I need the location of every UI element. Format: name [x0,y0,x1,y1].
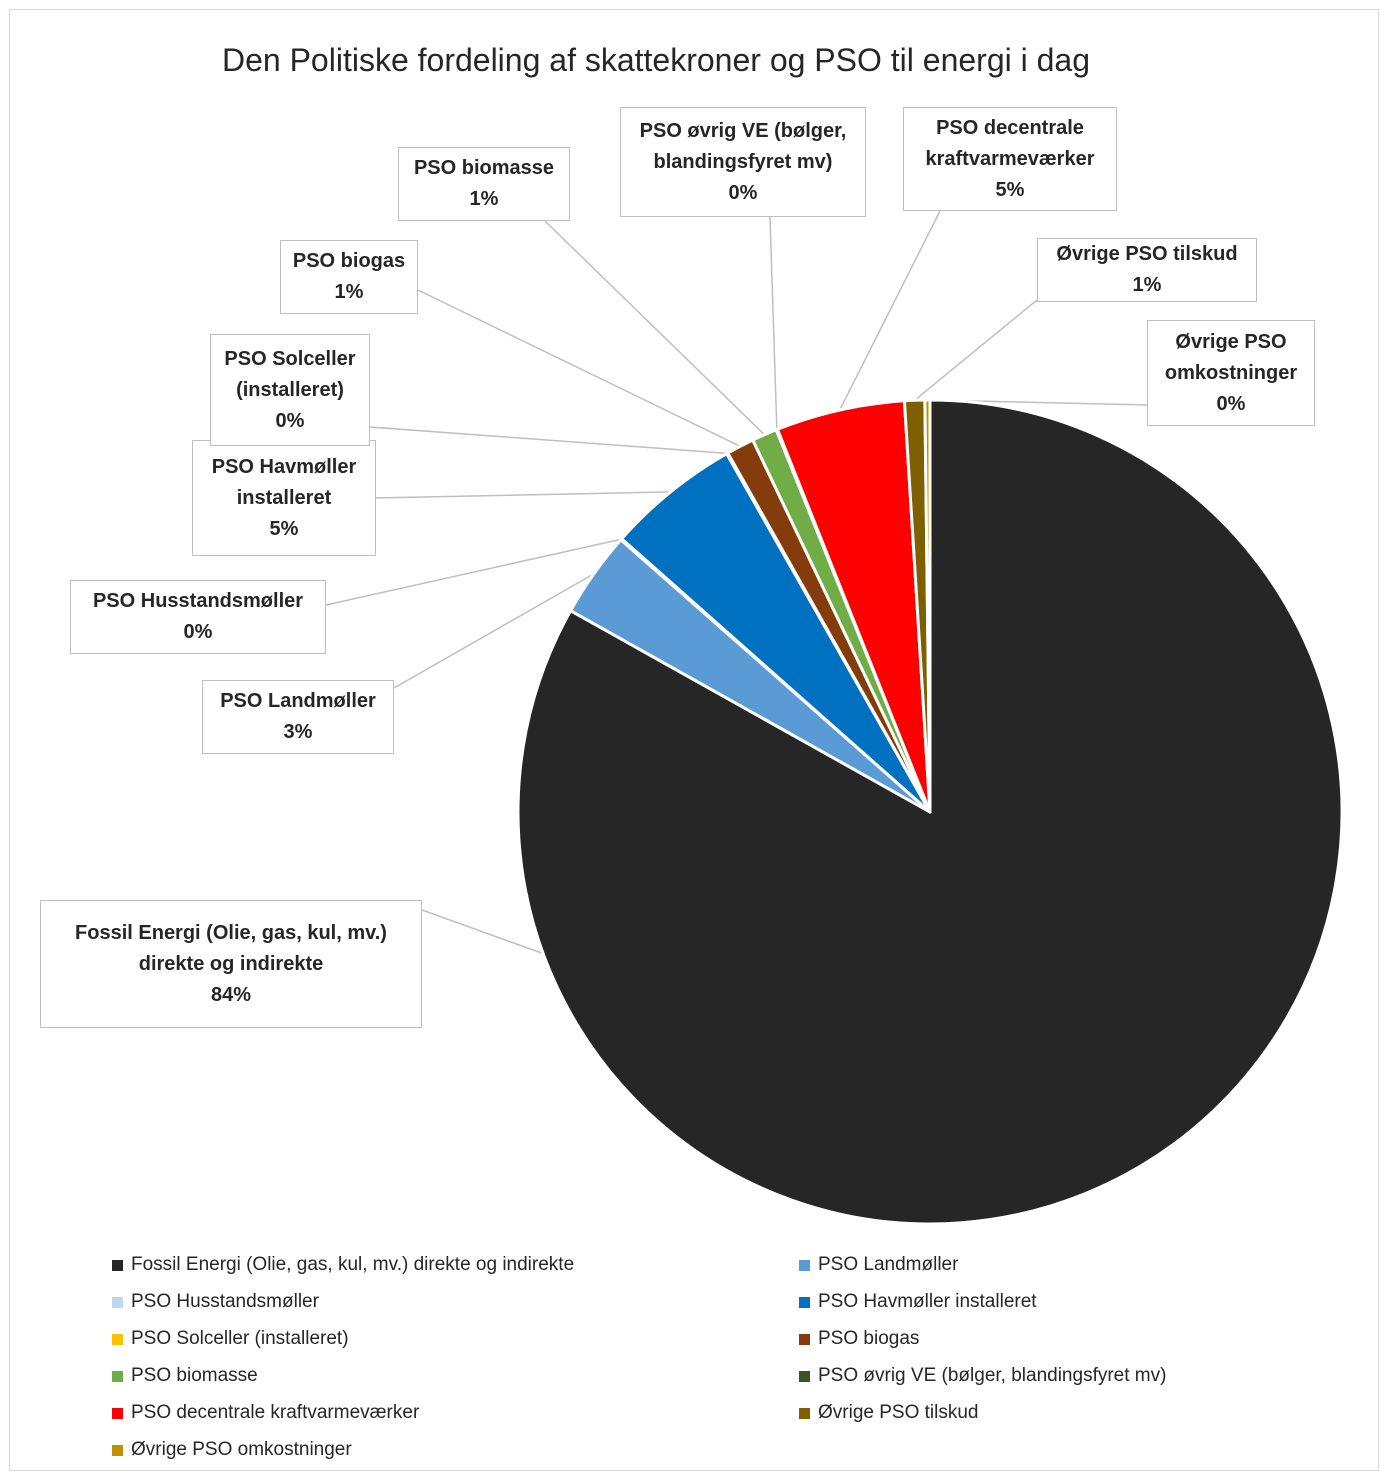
data-label-text: (installeret) [236,378,344,401]
data-label-text: PSO decentrale [936,116,1084,139]
leader-line-pso-decentrale-kraftvarmev-rker [839,210,941,411]
legend-swatch [799,1296,810,1308]
data-label-pso-decentrale-kraftvarmev-rker: PSO decentrale kraftvarmeværker 5% [903,107,1117,211]
data-label-pso-biogas: PSO biogas 1% [280,240,418,314]
legend-label: PSO biomasse [131,1365,258,1386]
data-label-percent: 3% [283,721,313,743]
data-label-text: PSO Havmøller [211,455,357,478]
data-label-percent: 84% [210,983,252,1006]
data-label-text: PSO øvrig VE (bølger, [639,119,847,142]
legend-label: PSO Landmøller [818,1254,959,1275]
legend-swatch [799,1259,810,1271]
data-label-text: PSO Husstandsmøller [92,590,304,612]
legend-item-pso-landm-ller: PSO Landmøller [799,1254,958,1276]
data-label-pso-husstandsm-ller: PSO Husstandsmøller 0% [70,580,326,654]
legend-label: Øvrige PSO tilskud [818,1402,979,1423]
legend-label: PSO biogas [818,1328,920,1349]
leader-line-pso-vrig-ve-b-lger-blandingsfyret-mv [769,216,778,430]
legend-item-vrige-pso-tilskud: Øvrige PSO tilskud [799,1402,979,1424]
legend-item-pso-biomasse: PSO biomasse [112,1365,258,1387]
legend-label: PSO Husstandsmøller [131,1291,319,1312]
slice-vrige-pso-omkostninger [923,398,932,814]
data-label-text: Øvrige PSO tilskud [1056,243,1238,265]
chart-title: Den Politiske fordeling af skattekroner … [221,42,1090,78]
data-label-fossil-energi-olie-gas-kul-mv-direkte-og-indirekte: Fossil Energi (Olie, gas, kul, mv.) direk… [40,900,422,1028]
legend-swatch [112,1333,123,1345]
data-label-percent: 1% [334,281,364,303]
legend-item-pso-vrig-ve-b-lger-blandingsfyret-mv: PSO øvrig VE (bølger, blandingsfyret mv) [799,1365,1166,1387]
data-label-percent: 5% [269,517,299,540]
legend-swatch [799,1370,810,1382]
data-label-text: Fossil Energi (Olie, gas, kul, mv.) [75,921,387,944]
data-label-text: PSO Landmøller [220,690,376,712]
leader-line-pso-husstandsm-ller [325,538,622,606]
data-label-percent: 0% [183,621,213,643]
legend-item-fossil-energi-olie-gas-kul-mv-direkte-og-indirekte: Fossil Energi (Olie, gas, kul, mv.) dire… [112,1254,574,1276]
legend-swatch [799,1407,810,1419]
data-label-percent: 5% [995,178,1025,201]
data-label-text: kraftvarmeværker [925,147,1095,170]
data-label-text: PSO biogas [292,250,406,272]
data-label-pso-havm-ller-installeret: PSO Havmøller installeret 5% [192,440,376,556]
data-label-vrige-pso-omkostninger: Øvrige PSO omkostninger 0% [1147,320,1315,426]
leader-line-pso-landm-ller [393,573,595,689]
data-label-percent: 1% [469,188,499,210]
legend-item-pso-husstandsm-ller: PSO Husstandsmøller [112,1291,319,1313]
legend-label: Fossil Energi (Olie, gas, kul, mv.) dire… [131,1254,575,1275]
pie-slices [516,398,1344,1226]
leader-line-pso-biomasse [544,220,765,436]
data-label-text: direkte og indirekte [138,952,324,975]
data-label-percent: 0% [1216,392,1246,415]
legend-swatch [112,1296,123,1308]
legend-label: PSO decentrale kraftvarmeværker [131,1402,420,1423]
legend-item-vrige-pso-omkostninger: Øvrige PSO omkostninger [112,1439,352,1461]
leader-line-pso-solceller-installeret [369,426,728,455]
data-label-percent: 1% [1132,274,1162,296]
legend-swatch [112,1370,123,1382]
legend-label: PSO øvrig VE (bølger, blandingsfyret mv) [818,1365,1167,1386]
legend-label: PSO Solceller (installeret) [131,1328,349,1349]
legend-swatch [112,1407,123,1419]
leader-line-pso-biogas [417,289,741,448]
legend-swatch [112,1444,123,1456]
data-label-pso-vrig-ve-b-lger-blandingsfyret-mv: PSO øvrig VE (bølger, blandingsfyret mv) 0… [620,107,866,217]
data-label-text: Øvrige PSO [1175,330,1287,353]
data-label-text: PSO Solceller [224,347,356,370]
data-label-text: omkostninger [1164,361,1298,384]
legend-swatch [799,1333,810,1345]
slice-pso-havm-ller-installeret [620,452,932,814]
legend-swatch [112,1259,123,1271]
data-label-percent: 0% [275,409,305,432]
leader-line-vrige-pso-tilskud [914,299,1038,401]
leader-line-pso-havm-ller-installeret [375,491,671,499]
data-label-pso-landm-ller: PSO Landmøller 3% [202,680,394,754]
legend-item-pso-biogas: PSO biogas [799,1328,919,1350]
legend-item-pso-solceller-installeret: PSO Solceller (installeret) [112,1328,349,1350]
data-label-text: installeret [236,486,332,509]
data-label-text: blandingsfyret mv) [653,150,833,173]
legend-item-pso-decentrale-kraftvarmev-rker: PSO decentrale kraftvarmeværker [112,1402,419,1424]
data-label-text: PSO biomasse [413,157,555,179]
leader-lines [325,210,1148,1169]
legend-label: PSO Havmøller installeret [818,1291,1037,1312]
data-label-pso-biomasse: PSO biomasse 1% [398,147,570,221]
data-label-percent: 0% [728,181,758,204]
legend-item-pso-havm-ller-installeret: PSO Havmøller installeret [799,1291,1037,1313]
data-label-vrige-pso-tilskud: Øvrige PSO tilskud 1% [1037,238,1257,302]
data-label-pso-solceller-installeret: PSO Solceller (installeret) 0% [210,334,370,446]
legend-label: Øvrige PSO omkostninger [131,1439,352,1460]
